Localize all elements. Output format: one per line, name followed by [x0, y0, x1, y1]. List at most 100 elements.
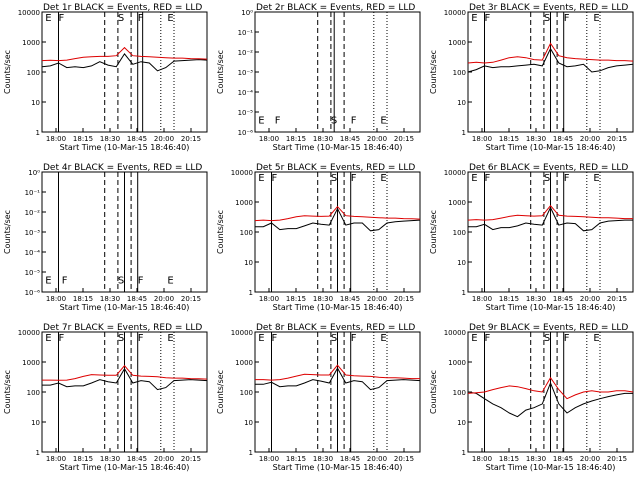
detector-panel: Det 3r BLACK = Events, RED = LLD 1 10 100 10… — [426, 0, 639, 160]
time-marker-label: E — [593, 13, 599, 24]
time-marker-label: F — [564, 13, 570, 24]
y-tick-label: 1 — [249, 289, 253, 297]
y-tick-label: 1000 — [448, 199, 466, 207]
y-tick-label: 10⁻³ — [238, 69, 254, 77]
y-tick-label: 10000 — [444, 329, 466, 337]
time-marker-label: S — [118, 333, 124, 344]
detector-chart: Det 9r BLACK = Events, RED = LLD 1 10 100 10… — [429, 323, 634, 472]
series-events-line — [41, 53, 208, 72]
x-tick-label: 18:45 — [553, 295, 573, 303]
detector-chart: Det 1r BLACK = Events, RED = LLD 1 10 100 10… — [3, 3, 208, 152]
time-marker-label: E — [380, 173, 386, 184]
series-lld-line — [41, 46, 208, 62]
time-marker-label: E — [45, 13, 51, 24]
y-tick-label: 1000 — [22, 359, 40, 367]
series-lld-line — [254, 205, 421, 222]
time-marker-label: S — [118, 13, 124, 24]
series-lld-line — [467, 376, 634, 400]
y-tick-label: 10⁻⁵ — [25, 269, 41, 277]
y-tick-label: 1000 — [448, 359, 466, 367]
series-lld-line — [42, 364, 208, 381]
x-axis-label: Start Time (10-Mar-15 18:46:40) — [273, 463, 403, 472]
time-marker-label: F — [272, 333, 278, 344]
y-tick-label: 10 — [457, 259, 466, 267]
chart-title: Det 6r BLACK = Events, RED = LLD — [469, 163, 628, 173]
time-marker-label: S — [118, 276, 124, 287]
detector-panel: Det 1r BLACK = Events, RED = LLD 1 10 100 10… — [0, 0, 213, 160]
y-tick-label: 1 — [462, 449, 466, 457]
y-tick-label: 10⁻¹ — [25, 189, 41, 197]
x-axis-label: Start Time (10-Mar-15 18:46:40) — [273, 143, 403, 152]
chart-title: Det 4r BLACK = Events, RED = LLD — [43, 163, 202, 173]
detector-panel: Det 6r BLACK = Events, RED = LLD 1 10 100 10… — [426, 160, 639, 320]
y-axis-label: Counts/sec — [429, 210, 438, 254]
x-tick-label: 18:00 — [46, 295, 66, 303]
series-events-line — [255, 367, 421, 391]
x-tick-label: 20:15 — [181, 455, 201, 463]
time-marker-label: F — [138, 276, 144, 287]
y-tick-label: 10000 — [444, 169, 466, 177]
x-tick-label: 20:00 — [154, 455, 174, 463]
series-lld-line — [255, 364, 420, 381]
x-axis-label: Start Time (10-Mar-15 18:46:40) — [273, 303, 403, 312]
detector-chart: Det 8r BLACK = Events, RED = LLD 1 10 100 10… — [216, 323, 421, 472]
x-tick-label: 20:15 — [607, 135, 627, 143]
x-tick-label: 20:00 — [154, 135, 174, 143]
x-axis-label: Start Time (10-Mar-15 18:46:40) — [486, 143, 616, 152]
x-tick-label: 18:00 — [472, 135, 492, 143]
series-events-line — [467, 47, 634, 73]
chart-title: Det 3r BLACK = Events, RED = LLD — [469, 3, 628, 13]
series-events-line — [467, 381, 633, 418]
x-tick-label: 20:15 — [181, 295, 201, 303]
x-tick-label: 18:30 — [100, 135, 120, 143]
time-marker-label: E — [593, 333, 599, 344]
time-marker-label: F — [272, 173, 278, 184]
time-marker-label: F — [564, 173, 570, 184]
y-tick-label: 1 — [36, 129, 40, 137]
series-lld-line — [467, 204, 633, 221]
x-tick-label: 18:00 — [46, 455, 66, 463]
x-axis-label: Start Time (10-Mar-15 18:46:40) — [60, 143, 190, 152]
x-tick-label: 18:30 — [313, 295, 333, 303]
time-marker-label: S — [544, 13, 550, 24]
y-tick-label: 100 — [453, 69, 466, 77]
y-axis-label: Counts/sec — [3, 370, 12, 414]
time-marker-label: S — [331, 173, 337, 184]
y-tick-label: 1000 — [235, 199, 253, 207]
time-marker-label: E — [167, 333, 173, 344]
y-tick-label: 1 — [462, 129, 466, 137]
x-tick-label: 20:15 — [607, 295, 627, 303]
detector-chart: Det 7r BLACK = Events, RED = LLD 1 10 100 10… — [3, 323, 208, 472]
y-axis-label: Counts/sec — [3, 50, 12, 94]
x-tick-label: 18:45 — [127, 135, 147, 143]
y-tick-label: 10000 — [444, 9, 466, 17]
x-tick-label: 18:30 — [526, 135, 546, 143]
x-tick-label: 20:00 — [154, 295, 174, 303]
x-tick-label: 18:30 — [526, 455, 546, 463]
x-tick-label: 18:45 — [127, 295, 147, 303]
x-tick-label: 18:00 — [259, 455, 279, 463]
y-tick-label: 10 — [31, 99, 40, 107]
y-tick-label: 100 — [240, 229, 253, 237]
time-marker-label: F — [351, 116, 357, 127]
x-tick-label: 20:00 — [367, 455, 387, 463]
x-tick-label: 18:45 — [553, 455, 573, 463]
chart-title: Det 2r BLACK = Events, RED = LLD — [256, 3, 415, 13]
y-tick-label: 10000 — [18, 329, 40, 337]
y-tick-label: 1 — [249, 449, 253, 457]
y-tick-label: 1000 — [235, 359, 253, 367]
x-tick-label: 18:30 — [313, 455, 333, 463]
x-tick-label: 18:15 — [286, 135, 306, 143]
y-tick-label: 1000 — [448, 39, 466, 47]
time-marker-label: F — [485, 333, 491, 344]
series-events-line — [42, 367, 208, 391]
y-tick-label: 10000 — [231, 329, 253, 337]
y-tick-label: 10000 — [18, 9, 40, 17]
x-tick-label: 20:15 — [394, 455, 414, 463]
y-tick-label: 10⁻⁴ — [238, 89, 254, 97]
time-marker-label: F — [485, 173, 491, 184]
chart-title: Det 5r BLACK = Events, RED = LLD — [256, 163, 415, 173]
detector-chart: Det 6r BLACK = Events, RED = LLD 1 10 100 10… — [429, 163, 634, 312]
x-tick-label: 18:00 — [46, 135, 66, 143]
